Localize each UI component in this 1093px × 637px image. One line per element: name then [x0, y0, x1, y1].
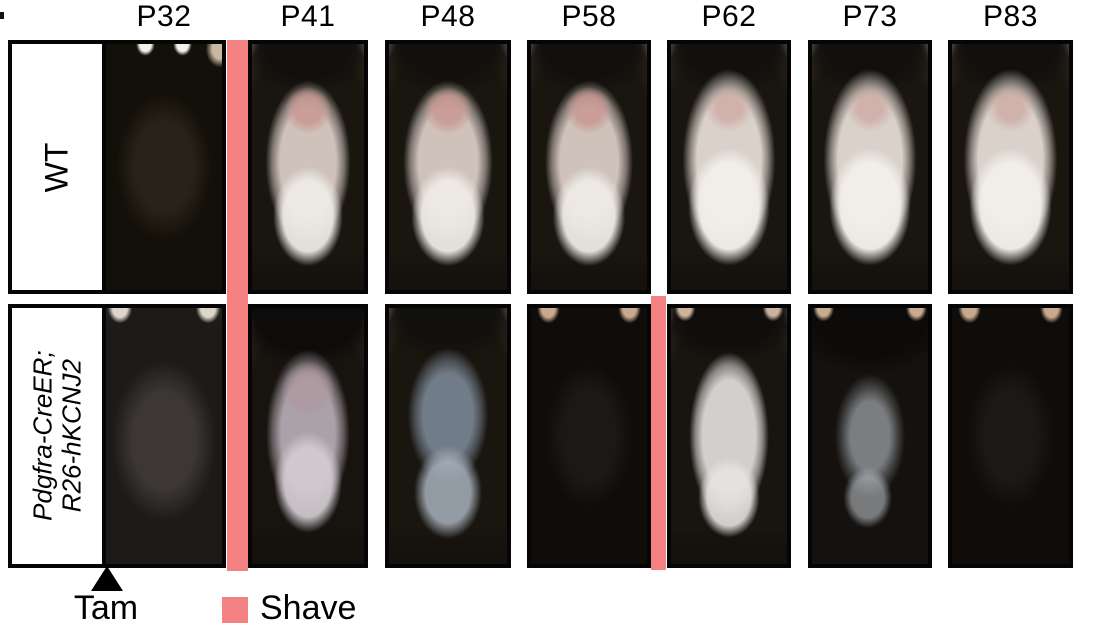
- timepoint-label-p41: P41: [280, 0, 336, 33]
- mouse-photo-mutant-p32: [102, 304, 226, 568]
- mouse-photo-wt-p62: [667, 40, 791, 294]
- row-label-genotype: Pdgfra-CreER; R26-hKCNJ2: [27, 350, 86, 522]
- mouse-photo-mutant-p48: [385, 304, 511, 568]
- timepoint-label-p32: P32: [136, 0, 192, 33]
- shave-label: Shave: [260, 589, 357, 627]
- mouse-photo-wt-p58: [527, 40, 651, 294]
- row-label-box-wt: WT: [8, 40, 106, 294]
- mouse-photo-mutant-p83: [948, 304, 1073, 568]
- mouse-photo-wt-p41: [248, 40, 368, 294]
- timepoint-label-p58: P58: [561, 0, 617, 33]
- timepoint-label-p73: P73: [842, 0, 898, 33]
- tam-label: Tam: [73, 589, 139, 627]
- row-label-wt: WT: [38, 142, 75, 192]
- genotype-line-2: R26-hKCNJ2: [56, 359, 86, 513]
- mouse-photo-wt-p48: [385, 40, 511, 294]
- shave-bar-bottom-row: [651, 296, 666, 570]
- mouse-photo-mutant-p41: [248, 304, 368, 568]
- shave-legend-swatch: [222, 597, 248, 623]
- mouse-photo-wt-p83: [948, 40, 1073, 294]
- shave-bar-both-rows: [227, 40, 248, 571]
- mouse-photo-wt-p73: [808, 40, 932, 294]
- tam-arrow-icon: [91, 566, 123, 591]
- mouse-photo-wt-p32: [102, 40, 226, 294]
- mouse-photo-mutant-p58: [527, 304, 651, 568]
- timepoint-label-p48: P48: [420, 0, 476, 33]
- timepoint-label-p62: P62: [701, 0, 757, 33]
- genotype-line-1: Pdgfra-CreER;: [27, 350, 58, 522]
- crop-mark: [0, 12, 4, 19]
- mouse-photo-mutant-p73: [808, 304, 932, 568]
- mouse-photo-mutant-p62: [667, 304, 791, 568]
- row-label-box-genotype: Pdgfra-CreER; R26-hKCNJ2: [8, 304, 106, 568]
- timepoint-label-p83: P83: [983, 0, 1038, 33]
